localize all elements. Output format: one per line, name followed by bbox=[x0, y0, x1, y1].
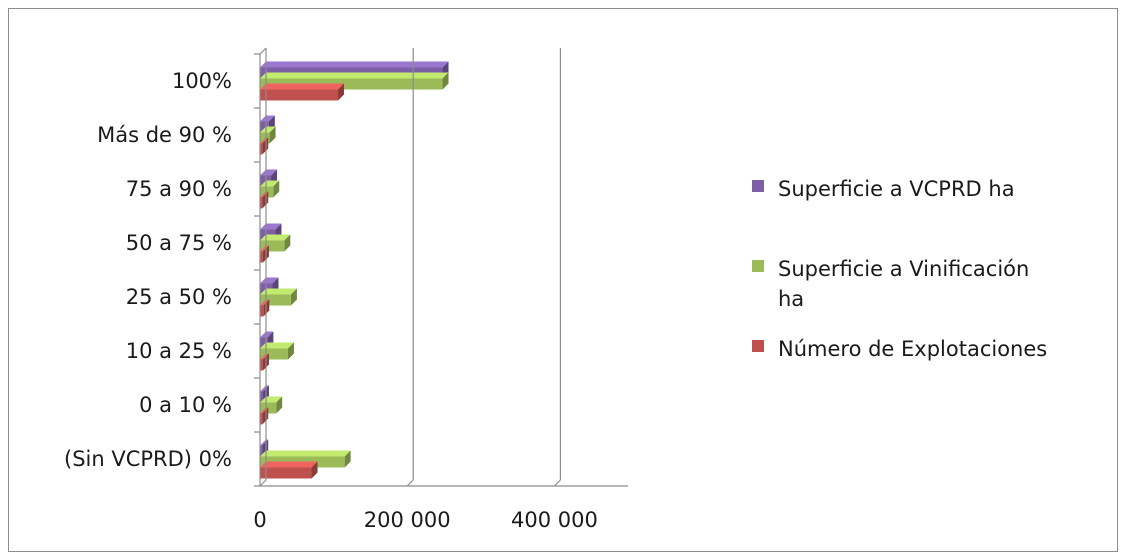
bar-top bbox=[260, 115, 275, 122]
category-label: 10 a 25 % bbox=[126, 339, 232, 363]
category-label: 50 a 75 % bbox=[126, 231, 232, 255]
bar-end bbox=[262, 191, 269, 209]
bar-end bbox=[338, 83, 345, 101]
bar-top bbox=[260, 180, 280, 187]
y-axis-top-edge bbox=[259, 47, 267, 55]
bar-top bbox=[260, 126, 276, 133]
x-tick-label: 400 000 bbox=[511, 508, 598, 532]
legend-label: Número de Explotaciones bbox=[778, 337, 1047, 361]
bar bbox=[260, 391, 263, 403]
plot-area bbox=[266, 48, 634, 480]
bar bbox=[260, 251, 263, 263]
back-wall bbox=[266, 48, 634, 480]
bar bbox=[260, 305, 264, 317]
bar-top bbox=[260, 450, 351, 457]
x-tick-label: 200 000 bbox=[364, 508, 451, 532]
category-label: Más de 90 % bbox=[97, 123, 232, 147]
bar-top bbox=[260, 288, 297, 295]
bar-end bbox=[344, 450, 351, 468]
bar-end bbox=[273, 180, 280, 198]
bar bbox=[260, 240, 285, 252]
category-labels: (Sin VCPRD) 0% 0 a 10 % 10 a 25 % 25 a 50 %… bbox=[64, 69, 232, 471]
bar-top bbox=[260, 83, 345, 90]
tick-labels: 0 200 000 400 000 bbox=[253, 508, 598, 532]
bar bbox=[260, 413, 263, 425]
bar bbox=[260, 89, 339, 101]
category-label: 100% bbox=[172, 69, 232, 93]
bar-top bbox=[260, 169, 278, 176]
axes-group bbox=[254, 47, 628, 487]
legend: Superficie a VCPRD ha Superficie a Vinifi… bbox=[752, 177, 1047, 361]
legend-swatch bbox=[752, 260, 764, 272]
legend-label: ha bbox=[778, 287, 804, 311]
x-tick-label: 0 bbox=[253, 508, 266, 532]
bar bbox=[260, 78, 443, 90]
bar-top bbox=[260, 245, 269, 252]
bar-top bbox=[260, 299, 270, 306]
bar bbox=[260, 348, 288, 360]
bar-end bbox=[287, 342, 294, 360]
bar-top bbox=[260, 331, 274, 338]
bar-top bbox=[260, 353, 269, 360]
legend-swatch bbox=[752, 340, 764, 352]
x-axis-foot bbox=[259, 479, 267, 487]
bars-group bbox=[260, 61, 449, 479]
bar bbox=[260, 467, 312, 479]
bar-top bbox=[260, 61, 449, 68]
bar-top bbox=[260, 223, 282, 230]
gridline-foot bbox=[406, 479, 414, 487]
bar-end bbox=[262, 439, 269, 457]
bar-top bbox=[260, 234, 291, 241]
legend-label: Superficie a VCPRD ha bbox=[778, 177, 1015, 201]
bar bbox=[260, 143, 263, 155]
bar bbox=[260, 359, 263, 371]
category-label: 0 a 10 % bbox=[139, 393, 232, 417]
bar-end bbox=[262, 137, 269, 155]
bar-top bbox=[260, 385, 269, 392]
category-label: 75 a 90 % bbox=[126, 177, 232, 201]
legend-swatch bbox=[752, 180, 764, 192]
bar-top bbox=[260, 72, 449, 79]
bar bbox=[260, 294, 291, 306]
legend-label: Superficie a Vinificación bbox=[778, 257, 1029, 281]
bar-top bbox=[260, 461, 318, 468]
bar-top bbox=[260, 277, 279, 284]
bar-end bbox=[276, 396, 283, 414]
category-label: (Sin VCPRD) 0% bbox=[64, 447, 232, 471]
category-label: 25 a 50 % bbox=[126, 285, 232, 309]
bar-end bbox=[311, 461, 318, 479]
bar bbox=[260, 445, 263, 457]
bar bbox=[260, 197, 263, 209]
bar-end bbox=[442, 72, 449, 90]
bar-end bbox=[269, 126, 276, 144]
bar-end bbox=[284, 234, 291, 252]
bar bbox=[260, 337, 268, 349]
bar-end bbox=[262, 407, 269, 425]
gridline-foot bbox=[553, 479, 561, 487]
bar bbox=[260, 132, 270, 144]
bar-end bbox=[290, 288, 297, 306]
bar bbox=[260, 121, 269, 133]
bar-top bbox=[260, 342, 294, 349]
